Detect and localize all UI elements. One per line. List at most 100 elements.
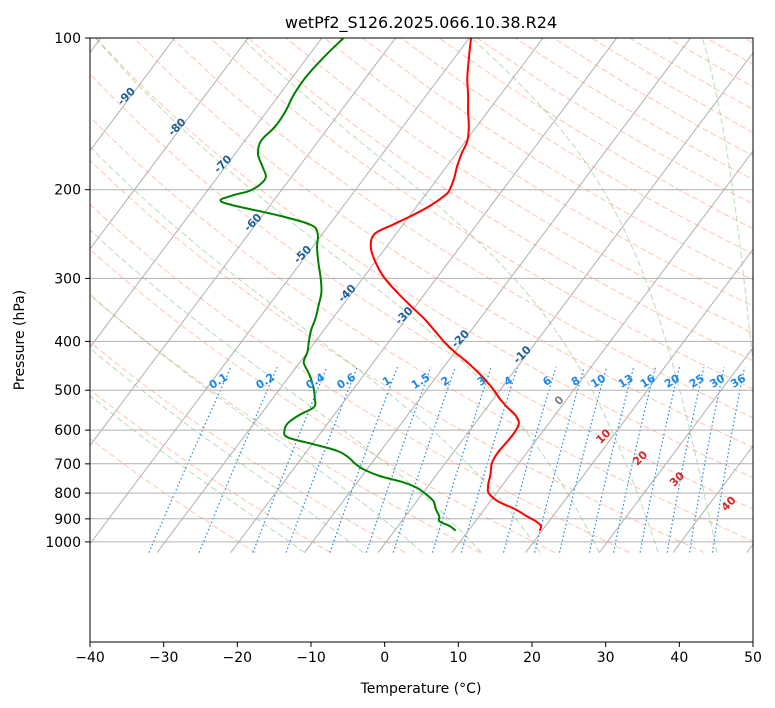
isotherm-label: -80 <box>165 115 188 138</box>
mixing-ratio-label: 30 <box>707 371 727 390</box>
mixing-ratio-line <box>148 366 232 553</box>
mixing-ratio-label: 20 <box>662 371 682 390</box>
dewpoint-profile-line <box>219 38 457 532</box>
y-tick-label: 600 <box>54 423 81 439</box>
y-tick-label: 100 <box>54 31 81 47</box>
mixing-ratio-line <box>689 367 725 553</box>
moist-adiabat-line <box>241 38 659 553</box>
mixing-ratio-line <box>534 367 585 553</box>
dry-adiabat-line <box>90 437 257 554</box>
isotherm-line <box>90 38 249 250</box>
dry-adiabat-line <box>285 38 753 334</box>
x-tick-label: −20 <box>223 650 253 666</box>
y-tick-label: 1000 <box>45 535 81 551</box>
x-axis: −40 −30 −20 −10 0 10 20 30 40 50 <box>75 642 762 666</box>
isotherm-line <box>451 150 753 553</box>
dry-adiabat-line <box>90 248 556 554</box>
moist-adiabat-line <box>90 229 482 553</box>
y-tick-label: 500 <box>54 383 81 399</box>
y-tick-label: 900 <box>54 512 81 528</box>
mixing-ratio-label: 6 <box>540 374 554 389</box>
moist-adiabat-line <box>471 38 718 553</box>
moist-adiabat-line <box>95 38 600 553</box>
chart-title: wetPf2_S126.2025.066.10.38.R24 <box>285 13 557 33</box>
isotherm-label: -10 <box>511 343 534 366</box>
mixing-ratio-line <box>285 366 358 553</box>
dry-adiabat-line <box>90 294 481 554</box>
mixing-ratio-line <box>198 366 278 553</box>
dry-adiabat-line <box>90 341 406 554</box>
mixing-ratio-line <box>613 367 657 553</box>
isotherm-line <box>598 346 753 553</box>
x-tick-label: −40 <box>75 650 105 666</box>
mixing-ratio-line <box>588 367 635 553</box>
moist-adiabat-line <box>702 38 753 367</box>
isotherm-line <box>525 248 753 553</box>
isotherm-line <box>90 38 397 447</box>
dry-adiabat-line <box>90 159 705 554</box>
mixing-ratio-line <box>666 367 705 553</box>
mixing-ratio-line <box>392 366 456 553</box>
mixing-ratio-line <box>503 367 557 553</box>
dry-adiabat-line <box>400 38 753 255</box>
isotherm-line <box>156 38 544 553</box>
dry-adiabat-line <box>743 38 753 44</box>
x-tick-label: 0 <box>380 650 389 666</box>
moist-adiabat-line <box>90 347 364 553</box>
mixing-ratio-label: 0.6 <box>335 370 359 392</box>
isotherm-label: -50 <box>291 243 314 266</box>
moist-adiabat-line <box>90 395 305 554</box>
dry-adiabat-line <box>324 38 753 307</box>
mixing-ratio-line <box>460 367 519 553</box>
mixing-ratio-label: 36 <box>728 371 748 390</box>
isotherm-line <box>90 38 323 349</box>
mixing-ratio-label: 10 <box>588 371 608 390</box>
dry-adiabat-line <box>247 38 753 362</box>
dry-adiabat-line <box>133 38 753 449</box>
moist-adiabat-label: 20 <box>630 448 650 468</box>
dry-adiabat-line <box>209 38 753 390</box>
isotherm-line <box>304 38 691 553</box>
y-tick-label: 300 <box>54 271 81 287</box>
moist-adiabat-line <box>90 145 541 553</box>
isotherm-label: -20 <box>449 327 472 350</box>
y-axis-label: Pressure (hPa) <box>12 290 28 390</box>
x-tick-label: −10 <box>296 650 326 666</box>
x-tick-label: 20 <box>523 650 541 666</box>
plot-area: 0.1 0.2 0.4 0.6 1 1.5 2 3 4 6 8 10 13 16 20 25 30 36-100-… <box>57 38 753 554</box>
isotherm-line <box>230 38 618 553</box>
dry-adiabat-line <box>362 38 753 281</box>
mixing-ratio-label: 16 <box>638 371 658 390</box>
isotherm-label: -100 <box>57 57 86 86</box>
mixing-ratio-label: 0.2 <box>254 371 277 392</box>
isotherm-line <box>672 445 753 553</box>
moist-adiabat-label: 0 <box>552 393 567 408</box>
temperature-profile-line <box>369 38 543 532</box>
dry-adiabat-line <box>95 38 753 479</box>
series-layer <box>219 38 543 532</box>
dry-adiabat-line <box>90 115 753 542</box>
isotherm-line <box>90 38 470 545</box>
dry-adiabat-line <box>90 203 630 554</box>
x-tick-label: 40 <box>670 650 688 666</box>
isotherm-line <box>377 51 753 553</box>
isotherm-label: -90 <box>115 84 138 107</box>
x-tick-label: −30 <box>149 650 179 666</box>
moist-adiabat-label: 30 <box>667 469 687 489</box>
y-axis: 100 200 300 400 500 600 700 800 900 1000 <box>45 31 90 551</box>
mixing-ratio-label: 13 <box>616 372 636 391</box>
dry-adiabat-line <box>171 38 753 419</box>
dry-adiabat-line <box>705 38 753 65</box>
y-tick-label: 400 <box>54 334 81 350</box>
x-tick-label: 30 <box>597 650 615 666</box>
y-tick-label: 700 <box>54 457 81 473</box>
mixing-ratio-label: 4 <box>502 374 516 389</box>
mixing-ratio-label: 25 <box>687 372 707 391</box>
y-tick-label: 200 <box>54 183 81 199</box>
x-tick-label: 50 <box>744 650 762 666</box>
moist-adiabat-label: 40 <box>719 494 739 514</box>
mixing-ratio-line <box>431 367 492 553</box>
isotherm-line <box>746 543 753 553</box>
y-tick-label: 800 <box>54 486 81 502</box>
